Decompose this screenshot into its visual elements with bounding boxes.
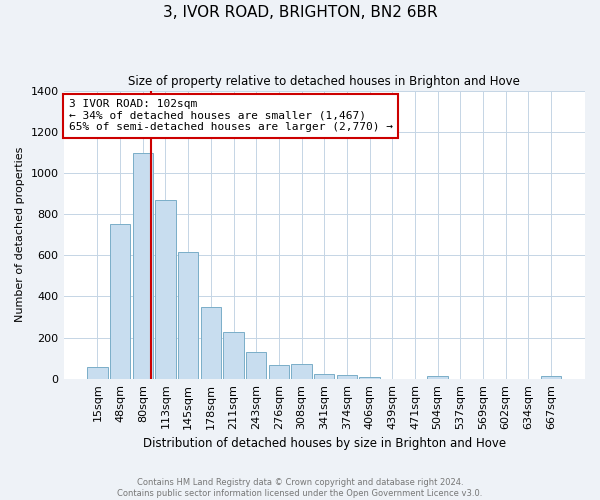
Bar xyxy=(269,366,289,379)
Bar xyxy=(427,376,448,379)
Title: Size of property relative to detached houses in Brighton and Hove: Size of property relative to detached ho… xyxy=(128,75,520,88)
Bar xyxy=(110,224,130,379)
Bar xyxy=(178,252,199,379)
Text: 3, IVOR ROAD, BRIGHTON, BN2 6BR: 3, IVOR ROAD, BRIGHTON, BN2 6BR xyxy=(163,5,437,20)
Bar xyxy=(87,368,107,379)
X-axis label: Distribution of detached houses by size in Brighton and Hove: Distribution of detached houses by size … xyxy=(143,437,506,450)
Bar xyxy=(359,376,380,379)
Text: Contains HM Land Registry data © Crown copyright and database right 2024.
Contai: Contains HM Land Registry data © Crown c… xyxy=(118,478,482,498)
Bar xyxy=(200,306,221,379)
Bar xyxy=(246,352,266,379)
Bar xyxy=(133,154,153,379)
Text: 3 IVOR ROAD: 102sqm
← 34% of detached houses are smaller (1,467)
65% of semi-det: 3 IVOR ROAD: 102sqm ← 34% of detached ho… xyxy=(69,99,393,132)
Bar xyxy=(223,332,244,379)
Bar xyxy=(314,374,334,379)
Bar xyxy=(337,374,357,379)
Y-axis label: Number of detached properties: Number of detached properties xyxy=(15,147,25,322)
Bar xyxy=(155,200,176,379)
Bar xyxy=(292,364,312,379)
Bar xyxy=(541,376,561,379)
